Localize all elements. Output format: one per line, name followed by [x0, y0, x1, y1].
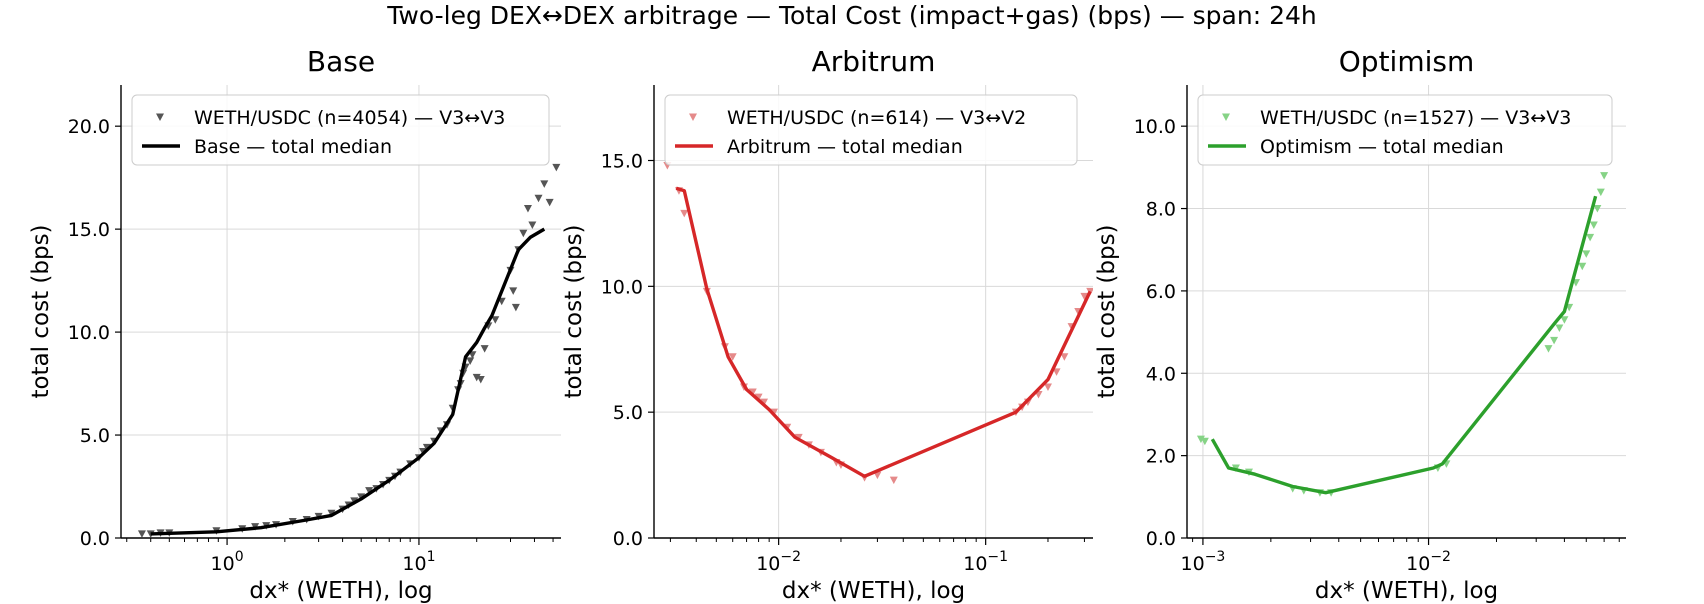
legend-label-scatter: WETH/USDC (n=614) — V3↔V2 [727, 107, 1026, 129]
data-point [1550, 336, 1559, 345]
plot-area [663, 162, 1093, 485]
data-point [1080, 292, 1089, 301]
x-tick-label: 101 [402, 549, 435, 575]
legend: WETH/USDC (n=1527) — V3↔V3 Optimism — tot… [1197, 94, 1613, 166]
data-point [748, 388, 757, 397]
legend-label-scatter: WETH/USDC (n=1527) — V3↔V3 [1260, 107, 1571, 129]
data-point [1586, 233, 1595, 242]
x-tick-label: 10−2 [1406, 549, 1451, 575]
data-point [511, 303, 520, 312]
data-point [552, 163, 561, 172]
data-point [137, 530, 146, 538]
data-point [1560, 316, 1569, 324]
data-point [760, 398, 769, 407]
y-tick-label: 5.0 [613, 402, 643, 424]
data-point [1589, 221, 1598, 230]
legend-label-line: Base — total median [194, 136, 392, 158]
data-point [466, 357, 475, 365]
x-tick-label: 10−2 [756, 549, 801, 575]
legend-marker [1222, 113, 1230, 121]
median-line [675, 186, 1092, 478]
legend-label-line: Optimism — total median [1260, 136, 1504, 158]
y-tick-label: 0.0 [80, 528, 110, 550]
data-point [728, 353, 737, 361]
data-point [472, 373, 481, 382]
x-axis-label: dx* (WETH), log [782, 578, 965, 604]
median-line [150, 227, 546, 536]
y-tick-label: 0.0 [1146, 528, 1176, 550]
figure-suptitle: Two-leg DEX↔DEX arbitrage — Total Cost (… [386, 1, 1316, 30]
legend-marker [689, 113, 697, 121]
y-tick-label: 8.0 [1146, 199, 1176, 221]
data-point [540, 180, 549, 188]
x-axis-label: dx* (WETH), log [1315, 578, 1498, 604]
panel-title: Base [307, 45, 375, 78]
x-tick-label: 10−1 [963, 549, 1008, 575]
data-point [1200, 437, 1209, 446]
data-point [365, 487, 374, 495]
data-point [1043, 383, 1052, 391]
data-point [1593, 205, 1602, 213]
y-tick-label: 5.0 [80, 425, 110, 447]
data-point [680, 209, 689, 218]
y-tick-label: 4.0 [1146, 363, 1176, 385]
y-tick-label: 2.0 [1146, 446, 1176, 468]
legend: WETH/USDC (n=614) — V3↔V2 Arbitrum — tota… [664, 94, 1078, 166]
data-point [476, 375, 485, 384]
data-point [480, 345, 489, 353]
median-line [1210, 195, 1598, 495]
y-axis-label: total cost (bps) [28, 224, 54, 398]
panel-title: Arbitrum [812, 45, 936, 78]
legend-marker [156, 113, 164, 121]
data-point [519, 229, 528, 238]
data-point [1600, 172, 1609, 180]
data-point [491, 316, 500, 324]
y-tick-label: 10.0 [601, 276, 643, 298]
data-point [1060, 353, 1069, 361]
data-point [1555, 324, 1564, 332]
x-tick-label: 100 [211, 549, 244, 575]
legend-label-line: Arbitrum — total median [727, 136, 963, 158]
data-point [889, 476, 898, 485]
data-point [1596, 188, 1605, 197]
chart-panel-2: 0.0 5.0 10.0 15.0 10−2 10−1 Arbitrum dx* (WETH)… [561, 45, 1093, 604]
data-point [1582, 250, 1591, 258]
y-tick-label: 6.0 [1146, 281, 1176, 303]
data-point [509, 287, 518, 295]
y-axis-label: total cost (bps) [561, 224, 587, 398]
data-point [528, 221, 537, 230]
data-point [422, 443, 431, 452]
plot-area [137, 163, 561, 538]
y-tick-label: 10.0 [68, 322, 110, 344]
x-axis-label: dx* (WETH), log [249, 578, 432, 604]
legend-frame [131, 94, 550, 166]
panel-title: Optimism [1339, 45, 1475, 78]
data-point [1578, 262, 1587, 271]
data-point [1196, 435, 1205, 444]
y-tick-label: 20.0 [68, 116, 110, 138]
data-point [545, 198, 554, 207]
legend-frame [1197, 94, 1613, 166]
data-point [534, 194, 543, 203]
plot-area [1196, 172, 1609, 497]
legend-frame [664, 94, 1078, 166]
x-tick-label: 10−3 [1181, 549, 1226, 575]
data-point [1052, 368, 1061, 376]
data-point [1544, 345, 1553, 353]
y-tick-label: 15.0 [601, 151, 643, 173]
legend-label-scatter: WETH/USDC (n=4054) — V3↔V3 [194, 107, 505, 129]
y-tick-label: 10.0 [1134, 116, 1176, 138]
data-point [754, 393, 763, 402]
data-point [523, 205, 532, 213]
legend: WETH/USDC (n=4054) — V3↔V3 Base — total m… [131, 94, 550, 166]
y-tick-label: 0.0 [613, 528, 643, 550]
y-axis-label: total cost (bps) [1094, 224, 1120, 398]
chart-panel-3: 0.0 2.0 4.0 6.0 8.0 10.0 10−3 10−2 Optimism dx* (… [1094, 45, 1626, 604]
chart-panel-1: 0.0 5.0 10.0 15.0 20.0 100 101 Base dx* (WETH), … [28, 45, 561, 604]
y-tick-label: 15.0 [68, 219, 110, 241]
